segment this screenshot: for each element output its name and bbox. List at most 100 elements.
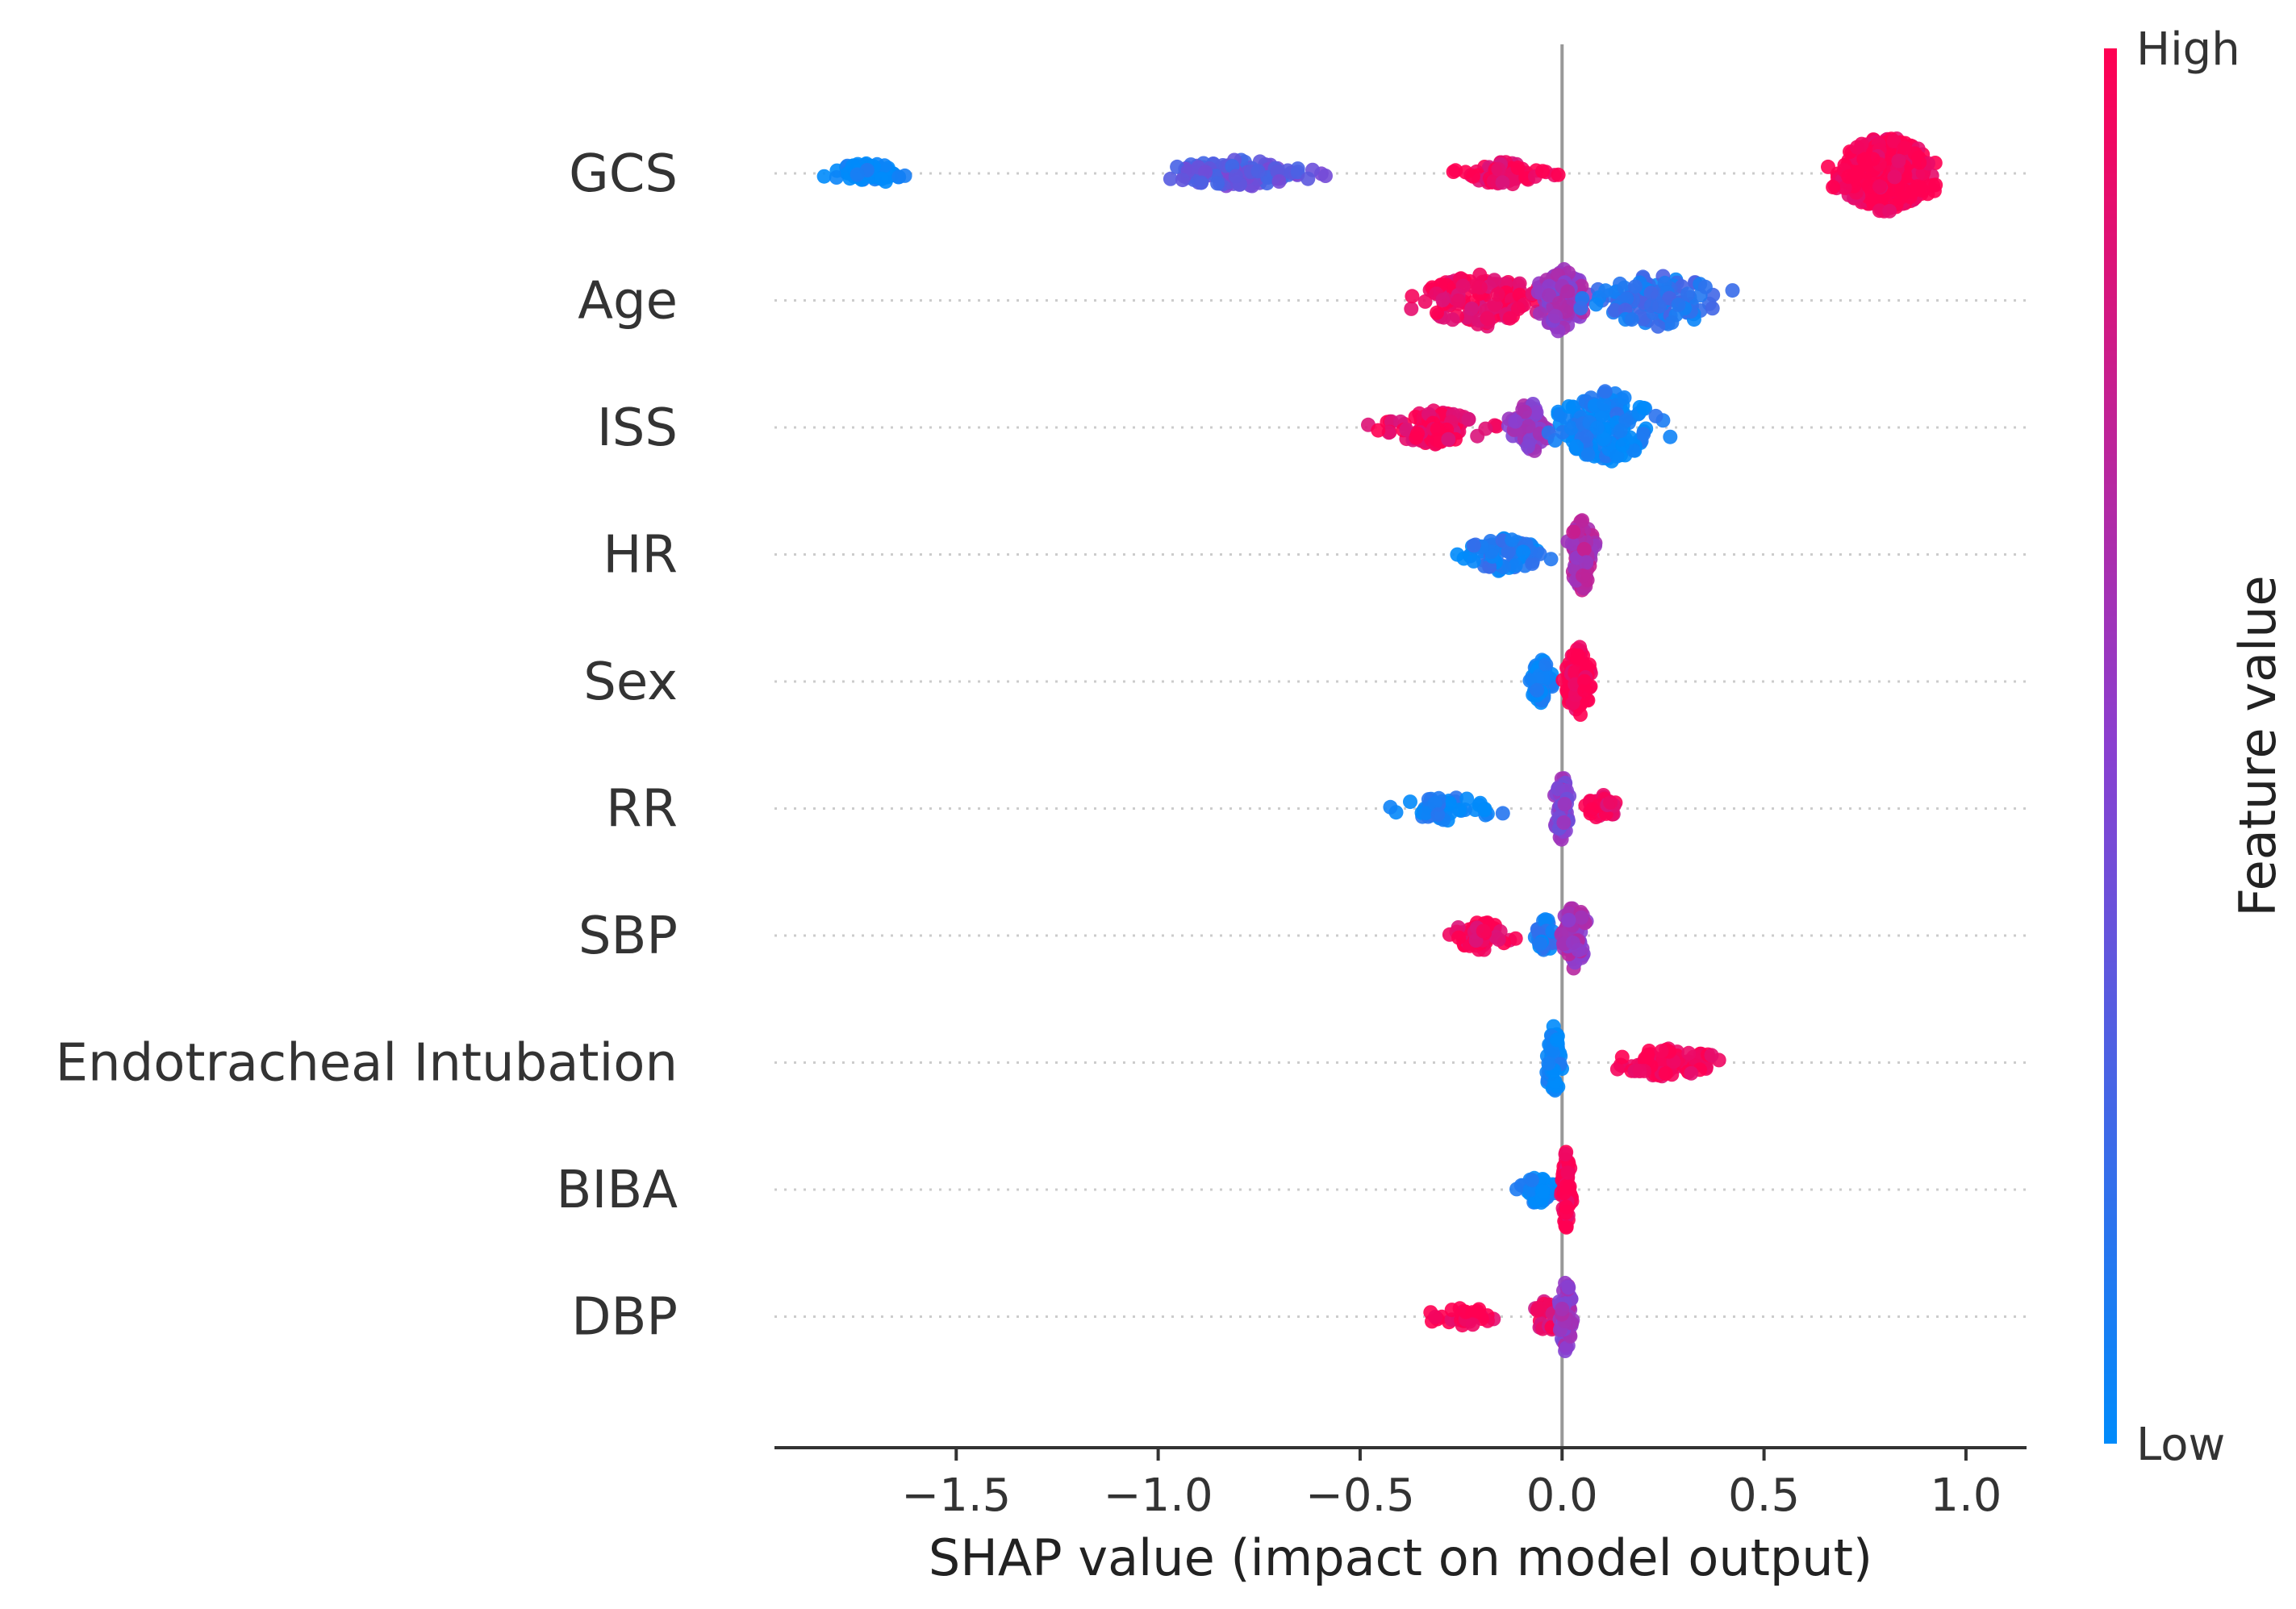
- shap-dot: [1565, 935, 1580, 950]
- shap-dot: [1561, 1280, 1576, 1295]
- shap-dot: [1564, 536, 1580, 551]
- shap-dot: [1556, 815, 1572, 830]
- x-axis-title: SHAP value (impact on model output): [929, 1528, 1872, 1587]
- colorbar-high-label: High: [2136, 23, 2240, 76]
- shap-dot: [1684, 1065, 1699, 1081]
- x-tick-label: −1.0: [1104, 1469, 1213, 1522]
- shap-dot: [1575, 513, 1590, 528]
- shap-dot: [1410, 426, 1426, 441]
- shap-dot: [1547, 1074, 1563, 1089]
- shap-dot: [1428, 1309, 1443, 1324]
- shap-dot: [1465, 1317, 1480, 1332]
- shap-dot: [1542, 288, 1557, 303]
- shap-dot: [1826, 180, 1841, 194]
- shap-dot: [1472, 267, 1488, 282]
- shap-dot: [1403, 794, 1417, 810]
- shap-dot: [1597, 396, 1612, 411]
- shap-dot: [1516, 544, 1531, 560]
- shap-dot: [1626, 443, 1641, 458]
- shap-dot: [1886, 134, 1902, 148]
- shap-dot: [1607, 302, 1622, 318]
- shap-dot: [1445, 312, 1460, 327]
- shap-dot: [1897, 140, 1912, 156]
- feature-row-dots: [1442, 901, 1594, 976]
- shap-dot: [1664, 315, 1680, 330]
- shap-dot: [1435, 293, 1451, 307]
- shap-dot: [1584, 802, 1600, 817]
- shap-dot: [1290, 165, 1305, 180]
- shap-dot: [1455, 278, 1471, 294]
- shap-dot: [1579, 555, 1594, 570]
- shap-dot: [1543, 552, 1559, 567]
- shap-dot: [1643, 286, 1659, 301]
- shap-dot: [1658, 1066, 1673, 1081]
- beeswarm-dots: [816, 131, 1943, 1358]
- shap-dot: [1480, 311, 1495, 326]
- shap-dot: [1557, 797, 1572, 812]
- shap-dot: [1887, 169, 1902, 185]
- shap-dot: [1548, 309, 1563, 324]
- shap-dot: [1559, 1219, 1574, 1235]
- shap-dot: [1654, 1044, 1669, 1059]
- shap-dot: [1517, 404, 1532, 419]
- shap-dot: [1891, 153, 1906, 169]
- shap-dot: [1551, 167, 1566, 182]
- shap-dot: [1487, 273, 1502, 288]
- shap-dot: [1617, 390, 1632, 405]
- shap-dot: [1512, 276, 1527, 291]
- shap-dot: [1648, 408, 1664, 423]
- shap-dot: [874, 171, 889, 186]
- shap-dot: [1580, 447, 1596, 462]
- feature-label: DBP: [571, 1288, 678, 1348]
- shap-dot: [1681, 1045, 1697, 1061]
- shap-dot: [1872, 179, 1887, 194]
- shap-dot: [1657, 275, 1672, 290]
- shap-dot: [1613, 423, 1628, 438]
- shap-dot: [1477, 802, 1492, 818]
- shap-dot: [1530, 1300, 1546, 1315]
- shap-dot: [1566, 648, 1581, 663]
- shap-dot: [1589, 420, 1605, 436]
- x-tick-label: 0.0: [1526, 1469, 1598, 1522]
- shap-dot: [1541, 425, 1556, 440]
- shap-dot: [1491, 932, 1506, 947]
- feature-row-dots: [1450, 513, 1603, 598]
- shap-dot: [1470, 1303, 1485, 1319]
- shap-dot: [1210, 176, 1225, 191]
- feature-label: HR: [603, 526, 678, 586]
- feature-label: GCS: [569, 144, 678, 204]
- shap-dot: [1559, 1340, 1574, 1356]
- shap-dot: [1535, 1184, 1551, 1199]
- shap-dot: [1560, 1165, 1576, 1180]
- shap-dot: [1444, 1303, 1459, 1318]
- shap-dot: [1535, 164, 1551, 179]
- feature-label: Endotracheal Intubation: [56, 1034, 678, 1094]
- shap-dot: [1532, 306, 1547, 321]
- shap-dot: [1530, 682, 1545, 698]
- shap-dot: [1417, 294, 1433, 309]
- shap-dot: [1404, 301, 1419, 316]
- shap-dot: [1603, 795, 1618, 810]
- feature-row-dots: [1423, 1275, 1580, 1358]
- shap-dot: [891, 169, 907, 185]
- colorbar-gradient: [2104, 48, 2117, 1444]
- shap-dot: [1837, 180, 1852, 195]
- shap-dot: [1697, 279, 1713, 294]
- shap-dot: [1569, 439, 1584, 454]
- shap-dot: [1163, 171, 1178, 186]
- shap-dot: [1458, 1304, 1473, 1319]
- shap-dot: [1530, 672, 1545, 687]
- shap-dot: [1627, 279, 1643, 294]
- shap-dot: [1632, 1064, 1647, 1078]
- shap-dot: [1466, 553, 1481, 569]
- shap-dot: [1551, 295, 1567, 311]
- shap-dot: [1478, 421, 1493, 436]
- feature-row-dots: [1383, 771, 1623, 847]
- shap-dot: [1371, 423, 1386, 438]
- feature-label: SBP: [578, 907, 678, 966]
- shap-dot: [1466, 279, 1481, 294]
- shap-dot: [1441, 431, 1456, 447]
- shap-dot: [1502, 311, 1517, 326]
- shap-dot: [1841, 169, 1856, 184]
